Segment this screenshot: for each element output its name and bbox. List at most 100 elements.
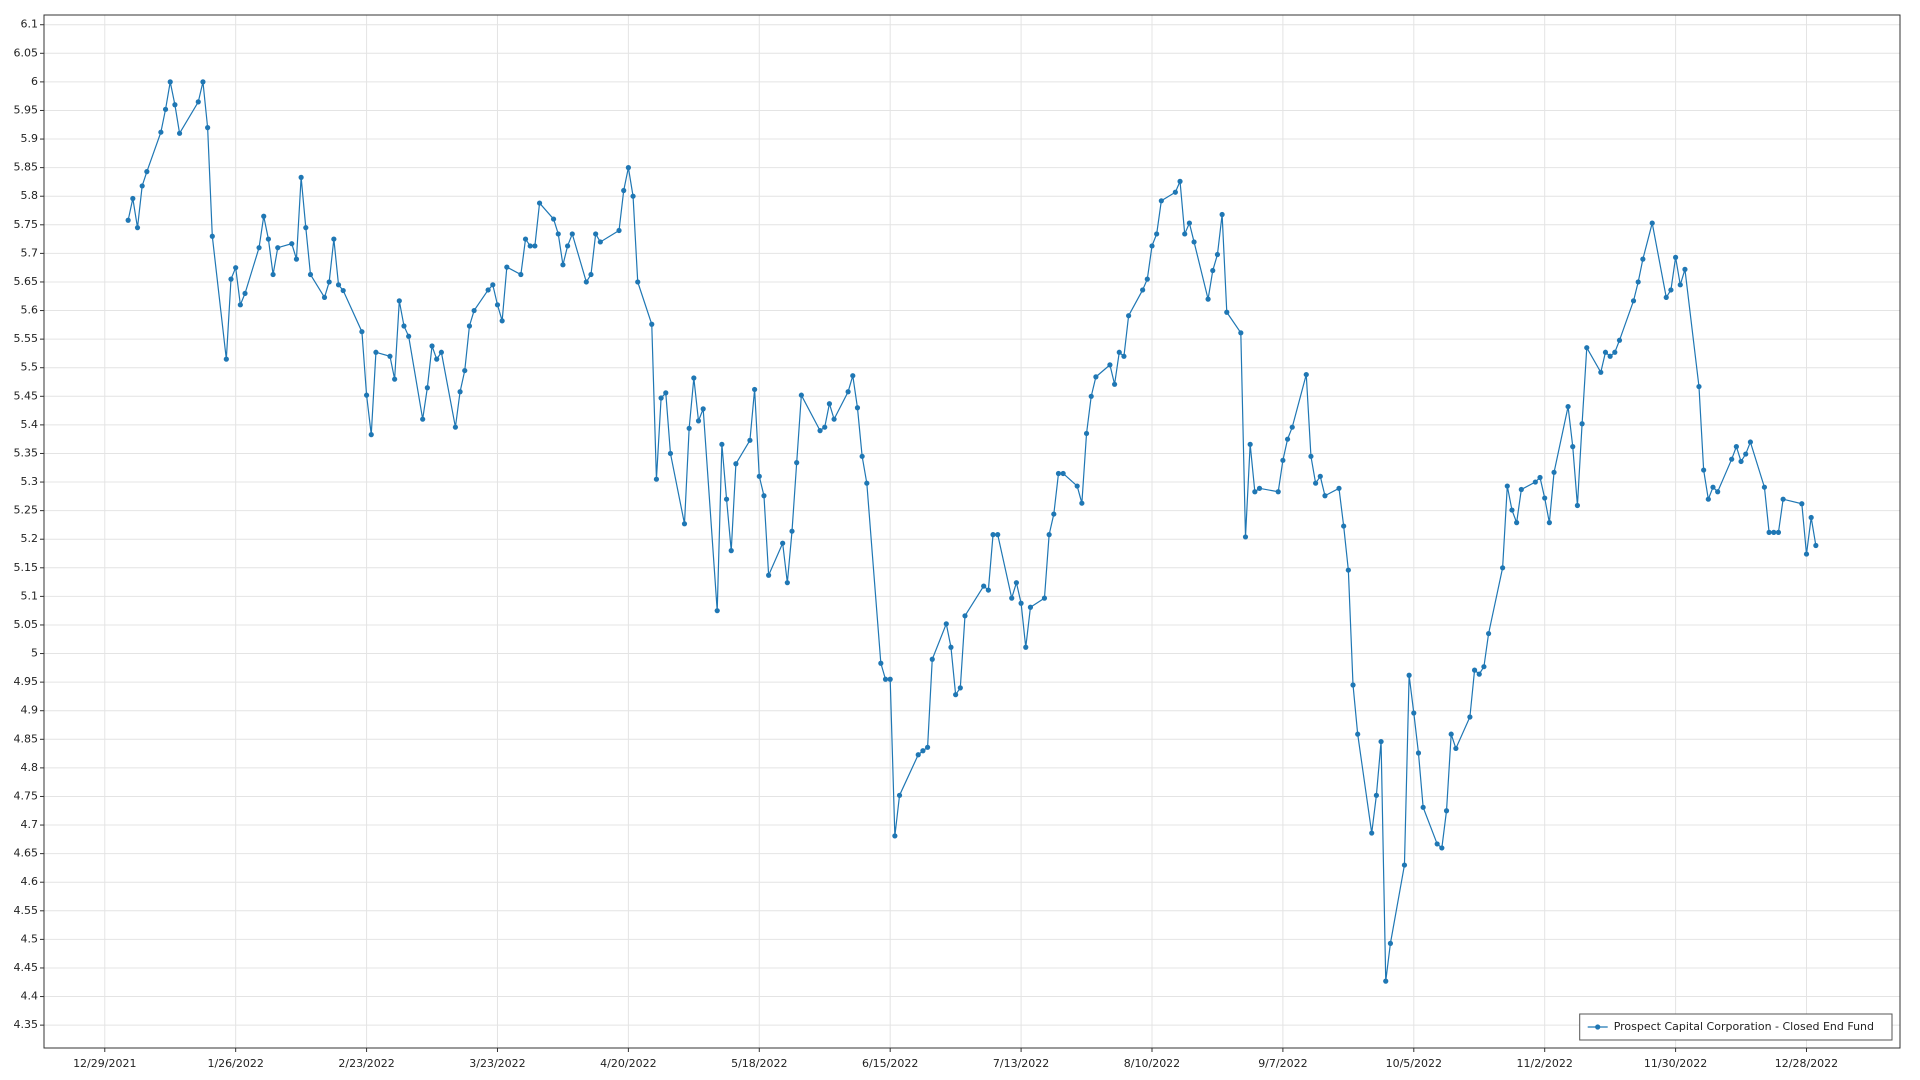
data-point [1303,371,1309,378]
data-point [924,744,931,750]
data-point [1710,484,1716,490]
data-point [1570,444,1576,450]
data-point [518,271,524,278]
data-point [565,243,571,249]
data-point [205,125,211,131]
data-point [850,373,856,379]
data-point [270,271,276,278]
x-tick-label: 11/2/2022 [1516,1057,1572,1070]
data-point [1672,254,1679,260]
data-point [1336,485,1342,491]
data-point [1289,424,1295,430]
data-point [990,532,996,538]
data-point [162,106,169,112]
x-tick-label: 3/23/2022 [469,1057,525,1070]
data-point [490,282,496,288]
y-tick-label: 5.15 [14,561,39,574]
data-point [1677,282,1683,288]
data-point [1780,496,1786,502]
data-point [896,792,903,798]
y-tick-label: 4.55 [14,904,39,917]
data-point [1018,600,1024,606]
data-point [1565,403,1571,410]
data-point [396,298,402,304]
data-point [616,227,622,234]
data-point [504,264,510,270]
y-tick-label: 5.25 [14,504,39,517]
data-point [289,241,295,247]
data-point [1743,451,1749,457]
data-point [1083,430,1090,437]
data-point [1023,644,1029,650]
data-point [1074,483,1080,489]
data-point [522,236,529,242]
data-point [1224,309,1230,315]
data-point [1107,362,1113,368]
data-point [1345,567,1351,573]
data-point [1771,529,1777,535]
data-point [392,376,398,382]
data-point [1046,532,1052,538]
data-point [1663,294,1669,301]
data-point [1373,792,1379,798]
y-tick-label: 5.65 [14,275,39,288]
x-tick-label: 5/18/2022 [731,1057,787,1070]
data-point [747,437,753,443]
data-point [1317,473,1323,479]
data-point [1443,808,1450,814]
data-point [406,333,412,339]
data-point [1158,198,1164,204]
y-tick-label: 5.2 [21,532,39,545]
y-tick-label: 4.5 [21,932,39,945]
y-tick-label: 4.4 [21,990,39,1003]
data-point [158,129,164,135]
data-point [588,271,594,278]
data-point [1514,520,1520,526]
data-point [798,392,804,398]
data-point [1415,750,1422,756]
data-point [1275,489,1281,495]
data-point [340,287,346,294]
data-point [948,644,954,650]
data-point [1401,862,1408,868]
data-point [368,432,374,438]
data-point [242,290,248,297]
data-point [1532,479,1538,485]
data-point [1701,467,1707,473]
data-point [307,271,314,278]
data-point [532,243,538,249]
x-tick-label: 7/13/2022 [993,1057,1049,1070]
y-tick-label: 4.8 [21,761,39,774]
y-tick-label: 5.3 [21,475,39,488]
y-tick-label: 5 [31,647,38,660]
data-point [780,540,786,546]
data-point [784,580,790,586]
y-tick-label: 4.65 [14,847,39,860]
data-point [373,349,379,355]
data-point [957,685,963,691]
data-point [1471,667,1478,673]
data-point [485,287,491,293]
data-point [1027,604,1034,610]
data-point [335,282,342,288]
y-tick-label: 6.05 [14,46,39,59]
legend-marker [1595,1024,1601,1030]
data-point [583,279,589,285]
y-tick-label: 5.7 [21,246,39,259]
data-point [943,621,949,627]
y-tick-label: 5.95 [14,103,39,116]
data-point [1144,276,1150,282]
data-point [1668,287,1674,293]
data-point [1182,231,1188,237]
data-point [1766,529,1772,535]
data-point [831,416,837,422]
x-tick-label: 12/28/2022 [1775,1057,1838,1070]
data-point [1813,542,1819,549]
data-point [1761,484,1768,490]
data-point [1551,469,1557,475]
data-point [1079,500,1085,506]
data-point [658,395,664,401]
data-point [653,476,660,482]
data-point [1705,496,1711,502]
